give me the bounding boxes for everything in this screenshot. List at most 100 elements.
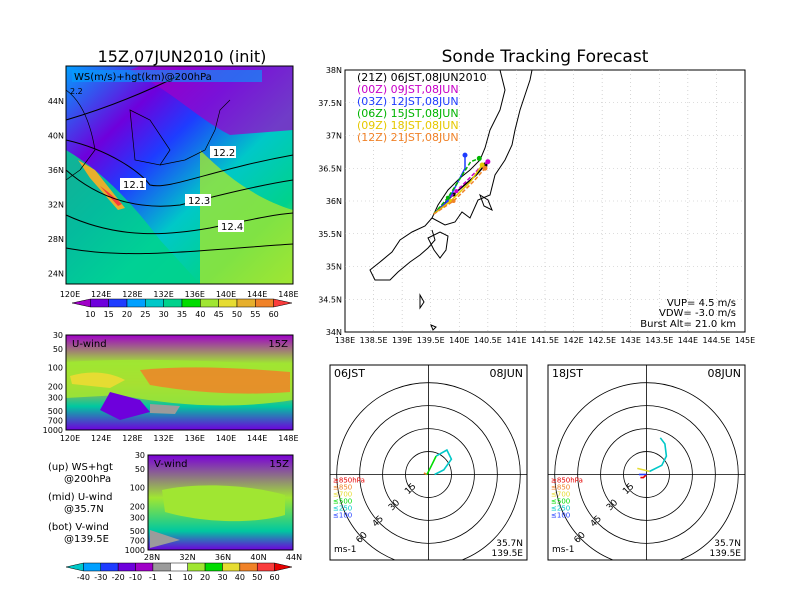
- ws-colorbar-label: 15: [104, 310, 114, 319]
- v-x-tick: 28N: [144, 553, 160, 562]
- uv-colorbar-label: 1: [168, 573, 173, 582]
- track-lat-tick: 34N: [326, 328, 342, 337]
- track-legend-entry: (06Z) 15JST,08JUN: [357, 107, 459, 120]
- map-lon-tick: 140E: [216, 290, 236, 299]
- u-y-tick: 200: [48, 382, 63, 391]
- track-map-panel: (21Z) 06JST,08JUN2010(00Z) 09JST,08JUN(0…: [318, 66, 755, 345]
- ws-colorbar-label: 25: [140, 310, 150, 319]
- track-lon-tick: 144E: [678, 336, 698, 345]
- v-x-tick: 44N: [286, 553, 302, 562]
- hodograph-level-label: ≤700: [551, 491, 570, 499]
- v-x-tick: 36N: [215, 553, 231, 562]
- uv-colorbar-swatch: [256, 562, 275, 572]
- map-lat-tick: 40N: [48, 132, 64, 141]
- track-lon-tick: 145E: [735, 336, 755, 345]
- track-lat-tick: 35N: [326, 263, 342, 272]
- uv-colorbar-label: 20: [200, 573, 210, 582]
- track-line: [433, 167, 486, 215]
- legend-line-5: (bot) V-wind: [48, 522, 109, 533]
- u-x-tick: 148E: [278, 434, 298, 443]
- track-legend-entry: (12Z) 21JST,08JUN: [357, 131, 459, 144]
- hodograph-trace: [649, 437, 668, 473]
- uv-colorbar-swatch: [204, 562, 223, 572]
- track-line: [433, 157, 480, 215]
- v-y-tick: 1000: [125, 546, 145, 555]
- hodograph-trace: [640, 473, 648, 479]
- track-lon-tick: 141E: [506, 336, 526, 345]
- hodograph-unit: ms-1: [334, 545, 356, 555]
- ws-colorbar-swatch: [181, 298, 201, 308]
- hodograph-date: 08JUN: [707, 367, 741, 380]
- ws-colorbar-swatch: [71, 298, 91, 308]
- track-lon-tick: 141.5E: [531, 336, 559, 345]
- uv-colorbar-swatch: [274, 562, 293, 572]
- hodograph-level-label: ≤100: [333, 512, 352, 520]
- hodograph-unit: ms-1: [552, 545, 574, 555]
- u-panel-label: U-wind: [72, 339, 107, 350]
- ws-colorbar-label: 50: [232, 310, 242, 319]
- u-x-tick: 132E: [153, 434, 173, 443]
- track-marker: [454, 189, 459, 194]
- track-lat-tick: 38N: [326, 66, 342, 75]
- legend-line-2: @200hPa: [64, 474, 111, 485]
- ws-colorbar-label: 60: [269, 310, 279, 319]
- map-lat-tick: 36N: [48, 166, 64, 175]
- map-lon-tick: 136E: [185, 290, 205, 299]
- hodograph-lat: 35.7N: [714, 539, 741, 549]
- uv-colorbar-label: -20: [112, 573, 125, 582]
- hgt-label-12-3: 12.3: [188, 196, 210, 207]
- track-lon-tick: 142.5E: [588, 336, 616, 345]
- v-y-tick: 100: [130, 484, 145, 493]
- u-x-tick: 128E: [122, 434, 142, 443]
- track-lat-tick: 37N: [326, 132, 342, 141]
- legend-line-6: @139.5E: [64, 534, 109, 545]
- track-lon-tick: 142E: [563, 336, 583, 345]
- map-lon-tick: 132E: [153, 290, 173, 299]
- right-title: Sonde Tracking Forecast: [442, 47, 649, 67]
- legend-line-3: (mid) U-wind: [48, 492, 112, 503]
- info-vup: VUP= 4.5 m/s: [667, 298, 736, 309]
- v-y-tick: 300: [130, 513, 145, 522]
- panel-legend-text: (up) WS+hgt @200hPa (mid) U-wind @35.7N …: [48, 462, 113, 545]
- ws-colorbar-label: 40: [195, 310, 205, 319]
- track-line: [433, 164, 483, 215]
- ws-colorbar-swatch: [236, 298, 256, 308]
- ws-colorbar-label: 45: [214, 310, 224, 319]
- hodograph-trace: [426, 455, 437, 475]
- hgt-label-12-1: 12.1: [123, 180, 145, 191]
- u-panel-time: 15Z: [268, 339, 288, 350]
- v-y-tick: 50: [135, 465, 145, 474]
- hodograph-level-label: ≤500: [333, 498, 352, 506]
- track-endpoint: [482, 165, 488, 171]
- info-vdw: VDW= -3.0 m/s: [659, 308, 736, 319]
- track-lat-tick: 34.5N: [318, 295, 342, 304]
- ws-colorbar-label: 20: [122, 310, 132, 319]
- map-lon-tick: 124E: [91, 290, 111, 299]
- ws-map-panel: WS(m/s)+hgt(km)@200hPa 2.2 12.1 12.2 12.…: [48, 65, 299, 299]
- left-title: 15Z,07JUN2010 (init): [98, 47, 267, 66]
- track-lon-tick: 139.5E: [417, 336, 445, 345]
- hodograph-lat: 35.7N: [496, 539, 523, 549]
- hodograph-level-label: ≤850: [333, 484, 352, 492]
- track-endpoint: [479, 162, 485, 168]
- uv-colorbar-swatch: [65, 562, 84, 572]
- v-x-tick: 32N: [179, 553, 195, 562]
- ws-colorbar-swatch: [108, 298, 128, 308]
- uv-colorbar-label: 40: [235, 573, 245, 582]
- track-lon-tick: 140.5E: [474, 336, 502, 345]
- hodograph-lon: 139.5E: [710, 549, 742, 559]
- uv-colorbar-swatch: [152, 562, 171, 572]
- hodograph-level-label: ≤250: [333, 505, 352, 513]
- legend-line-4: @35.7N: [64, 504, 104, 515]
- hodograph-level-label: ≤100: [551, 512, 570, 520]
- track-legend-entry: (00Z) 09JST,08JUN: [357, 83, 459, 96]
- ws-colorbar-label: 55: [250, 310, 260, 319]
- hgt-label-12-2: 12.2: [213, 148, 235, 159]
- uv-colorbar-label: 60: [270, 573, 280, 582]
- uv-colorbar-label: -10: [129, 573, 142, 582]
- ws-colorbar-swatch: [200, 298, 219, 308]
- hodograph-level-label: ≤500: [551, 498, 570, 506]
- map-lat-tick: 28N: [48, 235, 64, 244]
